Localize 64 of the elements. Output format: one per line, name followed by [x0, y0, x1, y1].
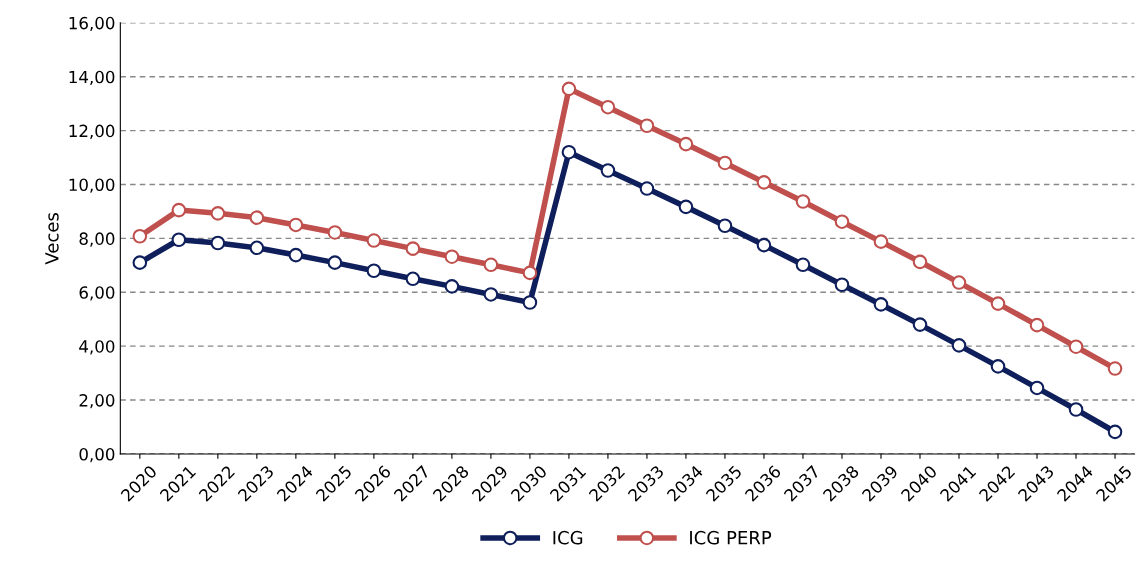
point: [1107, 361, 1123, 376]
point: [990, 359, 1006, 374]
point: [327, 255, 343, 270]
legend-label: ICG PERP: [690, 530, 772, 545]
point: [405, 271, 421, 287]
point: [1029, 380, 1045, 396]
point: [210, 235, 226, 251]
point: [249, 210, 265, 225]
y-tick-label: 0,00: [79, 447, 115, 463]
point: [561, 81, 577, 97]
point: [1029, 317, 1045, 333]
point: [405, 241, 421, 256]
point: [951, 338, 967, 353]
point: [600, 163, 616, 178]
point: [1068, 339, 1084, 354]
point: [717, 218, 733, 234]
point: [600, 99, 616, 115]
point: [912, 317, 928, 332]
point: [444, 279, 460, 294]
point: [210, 206, 226, 221]
point: [873, 234, 889, 249]
point: [366, 233, 382, 248]
point: [1107, 424, 1123, 440]
point: [522, 265, 538, 281]
y-tick-label: 2,00: [79, 394, 115, 409]
point: [483, 287, 499, 302]
point: [834, 214, 850, 229]
point: [132, 255, 148, 270]
y-axis-title: Veces: [45, 213, 59, 265]
point: [834, 277, 850, 293]
point: [795, 257, 811, 273]
point: [873, 297, 889, 312]
point: [171, 202, 187, 218]
point: [756, 237, 772, 253]
point: [249, 240, 265, 256]
point: [678, 136, 694, 152]
point: [171, 232, 187, 248]
point: [990, 296, 1006, 311]
legend-label: ICG: [553, 530, 583, 545]
point: [522, 295, 538, 310]
point: [288, 247, 304, 263]
point: [366, 263, 382, 279]
point: [288, 217, 304, 233]
point: [561, 144, 577, 160]
y-tick-label: 16,00: [69, 16, 115, 32]
point: [1068, 402, 1084, 417]
point: [951, 275, 967, 290]
y-tick-label: 14,00: [69, 70, 115, 85]
point: [639, 181, 655, 196]
point: [678, 199, 694, 215]
point: [756, 175, 772, 190]
y-tick-label: 8,00: [79, 232, 115, 247]
point: [327, 225, 343, 240]
point: [795, 194, 811, 209]
y-tick-label: 6,00: [79, 286, 115, 301]
point: [483, 257, 499, 273]
point: [444, 249, 460, 264]
point: [639, 118, 655, 134]
point: [717, 155, 733, 171]
point: [132, 228, 148, 244]
y-tick-label: 4,00: [79, 340, 115, 355]
y-tick-label: 12,00: [69, 124, 115, 139]
point: [912, 254, 928, 270]
y-tick-label: 10,00: [69, 178, 115, 193]
